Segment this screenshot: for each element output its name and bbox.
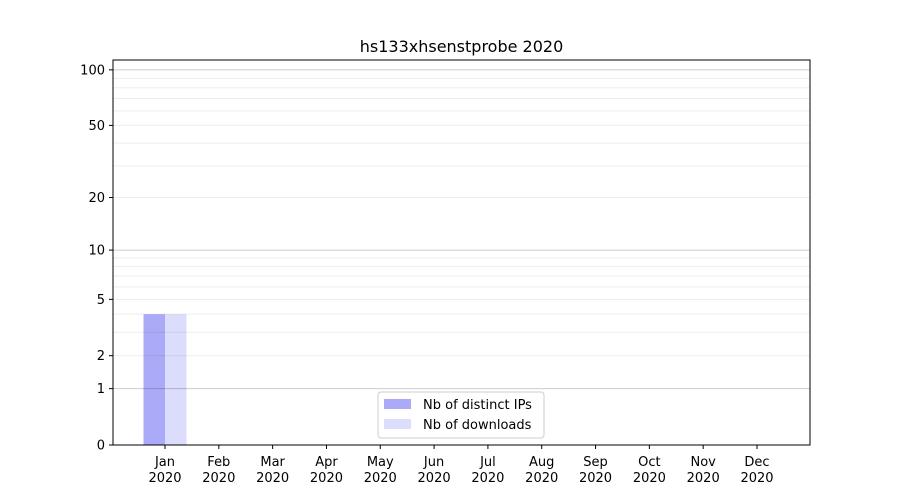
x-tick-label: Nov <box>690 455 716 470</box>
x-tick-label: 2020 <box>579 471 612 486</box>
x-tick-label: 2020 <box>418 471 451 486</box>
plot-frame <box>112 59 811 446</box>
bar <box>143 314 165 445</box>
chart-title: hs133xhsenstprobe 2020 <box>360 37 564 56</box>
x-tick-label: May <box>367 455 394 470</box>
x-tick-label: Oct <box>638 455 660 470</box>
x-tick-label: Apr <box>315 455 338 470</box>
y-tick-label: 5 <box>97 293 105 308</box>
y-tick-label: 20 <box>88 191 105 206</box>
x-tick-label: 2020 <box>471 471 504 486</box>
x-tick-label: 2020 <box>687 471 720 486</box>
x-tick-label: Dec <box>744 455 769 470</box>
x-tick-label: 2020 <box>364 471 397 486</box>
x-tick-label: Jul <box>479 455 496 470</box>
x-tick-label: 2020 <box>740 471 773 486</box>
x-tick-label: 2020 <box>256 471 289 486</box>
legend-label: Nb of downloads <box>423 418 532 433</box>
x-tick-label: Jan <box>154 455 175 470</box>
legend-swatch <box>384 399 411 409</box>
legend-swatch <box>384 419 411 429</box>
y-tick-label: 0 <box>97 439 105 454</box>
y-tick-label: 100 <box>80 63 105 78</box>
y-tick-label: 1 <box>97 382 105 397</box>
x-tick-label: Jun <box>423 455 444 470</box>
legend <box>377 391 545 439</box>
x-tick-label: Mar <box>260 455 285 470</box>
x-tick-label: 2020 <box>148 471 181 486</box>
legend-label: Nb of distinct IPs <box>423 398 532 413</box>
y-tick-label: 50 <box>88 119 105 134</box>
x-tick-label: Aug <box>529 455 554 470</box>
x-tick-label: Sep <box>583 455 608 470</box>
x-tick-label: 2020 <box>202 471 235 486</box>
x-tick-label: 2020 <box>310 471 343 486</box>
x-tick-label: 2020 <box>525 471 558 486</box>
x-tick-label: Feb <box>207 455 230 470</box>
x-tick-label: 2020 <box>633 471 666 486</box>
y-tick-label: 2 <box>97 349 105 364</box>
y-tick-label: 10 <box>88 244 105 259</box>
bar <box>165 314 187 445</box>
